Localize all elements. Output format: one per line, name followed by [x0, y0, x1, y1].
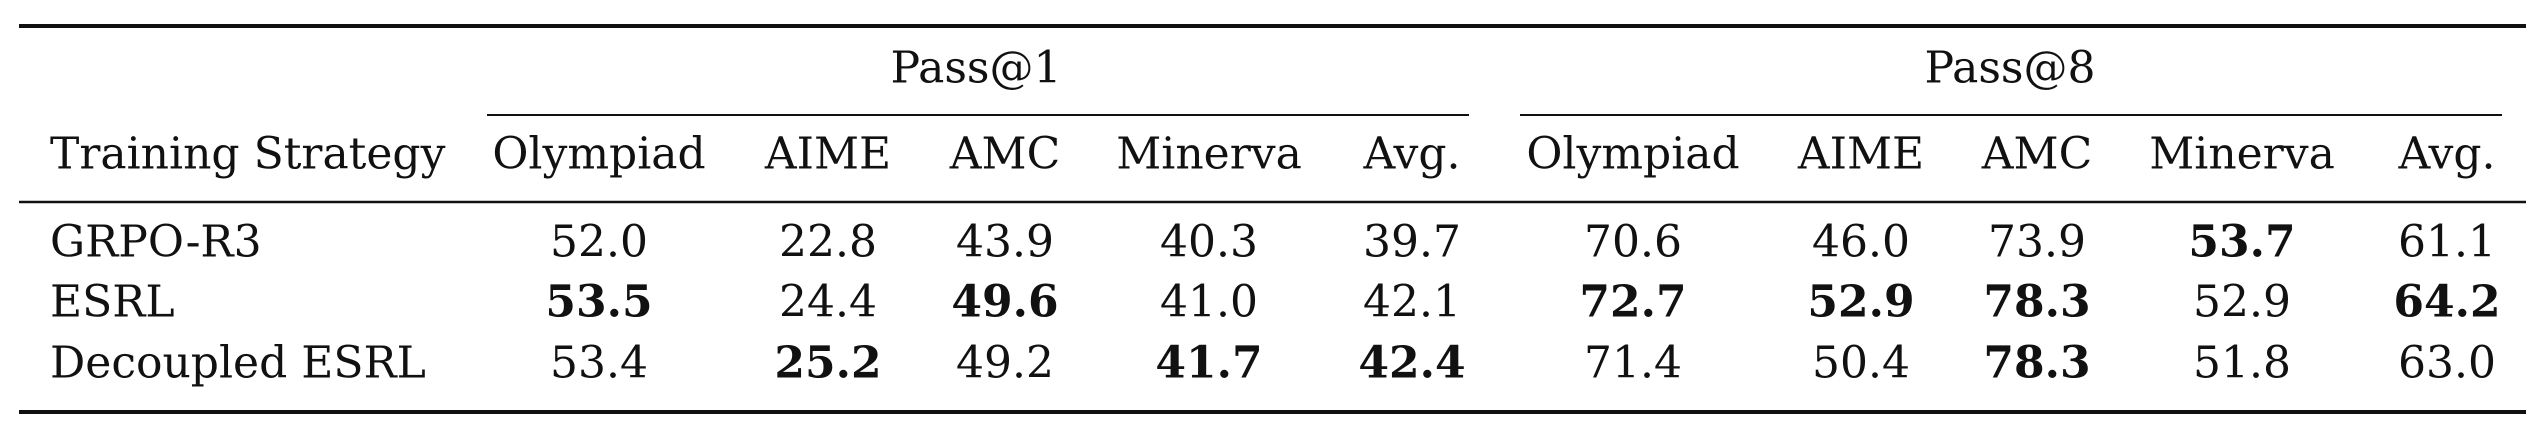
cell: 49.2 — [956, 338, 1054, 389]
cell: 72.7 — [1579, 277, 1686, 328]
cell: 53.5 — [545, 277, 652, 328]
cell: 53.4 — [550, 338, 648, 389]
cell: 42.4 — [1358, 338, 1465, 389]
cell: 71.4 — [1584, 338, 1682, 389]
column-header: Minerva — [2149, 129, 2335, 180]
corner-header: Training Strategy — [50, 129, 446, 180]
cell: 25.2 — [774, 338, 881, 389]
row-label: GRPO-R3 — [50, 217, 262, 268]
cell: 22.8 — [779, 217, 877, 268]
cell: 63.0 — [2398, 338, 2496, 389]
column-header: Minerva — [1116, 129, 1302, 180]
cell: 53.7 — [2188, 217, 2295, 268]
row-label: ESRL — [50, 277, 175, 328]
cell: 39.7 — [1363, 217, 1461, 268]
row-label: Decoupled ESRL — [50, 338, 426, 389]
cell: 78.3 — [1983, 277, 2090, 328]
column-header: AIME — [764, 129, 891, 180]
column-header: Avg. — [2397, 129, 2495, 180]
cell: 41.7 — [1155, 338, 1262, 389]
cell: 43.9 — [956, 217, 1054, 268]
cell: 40.3 — [1160, 217, 1258, 268]
group-header: Pass@1 — [890, 43, 1061, 94]
cell: 50.4 — [1812, 338, 1910, 389]
column-header: AMC — [949, 129, 1061, 180]
cell: 49.6 — [951, 277, 1058, 328]
cell: 78.3 — [1983, 338, 2090, 389]
column-header: AIME — [1797, 129, 1924, 180]
cell: 73.9 — [1988, 217, 2086, 268]
cell: 41.0 — [1160, 277, 1258, 328]
cell: 24.4 — [779, 277, 877, 328]
column-header: Avg. — [1362, 129, 1460, 180]
cell: 61.1 — [2398, 217, 2496, 268]
cell: 52.9 — [1807, 277, 1914, 328]
cell: 70.6 — [1584, 217, 1682, 268]
cell: 51.8 — [2193, 338, 2291, 389]
cell: 52.0 — [550, 217, 648, 268]
cell: 52.9 — [2193, 277, 2291, 328]
column-header: Olympiad — [1526, 129, 1739, 180]
cell: 46.0 — [1812, 217, 1910, 268]
group-header: Pass@8 — [1924, 43, 2095, 94]
column-header: Olympiad — [492, 129, 705, 180]
cell: 42.1 — [1363, 277, 1461, 328]
column-header: AMC — [1981, 129, 2093, 180]
cell: 64.2 — [2393, 277, 2500, 328]
